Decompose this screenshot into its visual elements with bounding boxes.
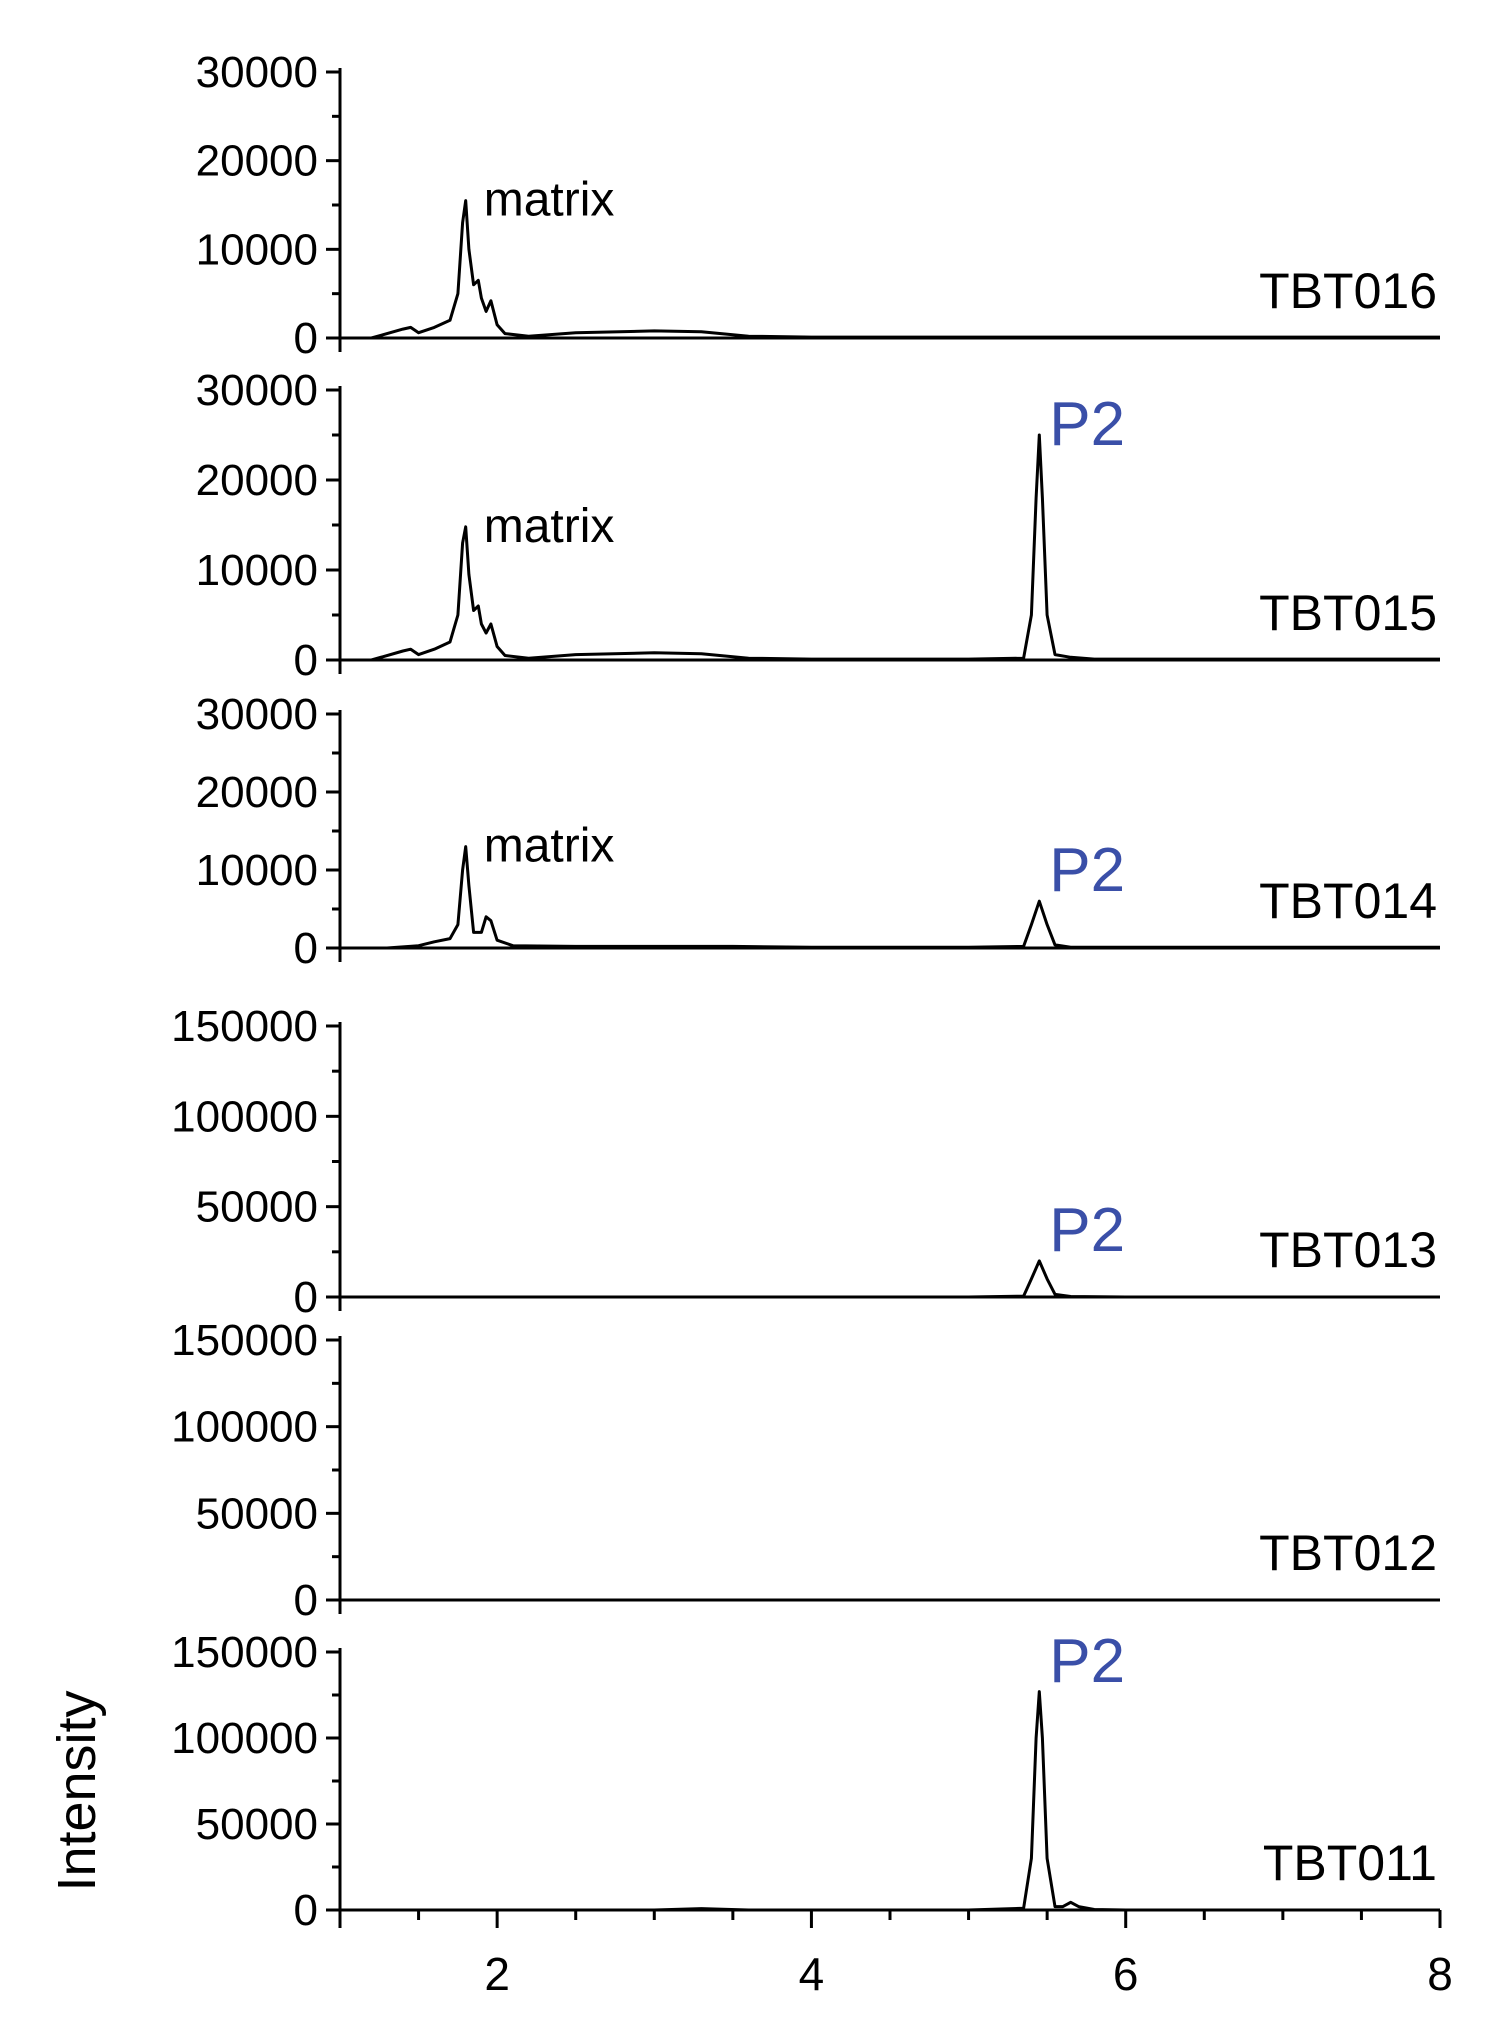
y-tick-label: 30000: [196, 48, 318, 97]
y-tick-label: 50000: [196, 1489, 318, 1538]
panel-tbt012: 0 50000 100000 150000 TBT012: [171, 1316, 1440, 1625]
y-tick-label: 150000: [171, 1002, 318, 1051]
y-tick-label: 30000: [196, 366, 318, 415]
peak-label-matrix: matrix: [484, 174, 615, 227]
peak-label-matrix: matrix: [484, 820, 615, 873]
y-tick-label: 100000: [171, 1714, 318, 1763]
y-tick-label: 20000: [196, 456, 318, 505]
y-tick-label: 0: [294, 1273, 318, 1322]
x-tick-label: 2: [484, 1948, 510, 2000]
sample-label: TBT012: [1259, 1525, 1437, 1581]
y-tick-label: 30000: [196, 690, 318, 739]
panel-tbt013: 0 50000 100000 150000 TBT013 P2: [171, 1002, 1440, 1322]
trace-tbt011: [340, 1690, 1440, 1912]
trace-tbt016: [340, 199, 1440, 340]
y-axis-title: Intensity: [47, 1690, 107, 1891]
y-tick-label: 0: [294, 924, 318, 973]
sample-label: TBT015: [1259, 585, 1437, 641]
y-tick-label: 150000: [171, 1628, 318, 1677]
peak-label-matrix: matrix: [484, 500, 615, 553]
y-tick-label: 10000: [196, 846, 318, 895]
sample-label: TBT011: [1263, 1835, 1437, 1891]
trace-tbt014: [340, 845, 1440, 950]
y-tick-label: 100000: [171, 1092, 318, 1141]
peak-label-p2: P2: [1049, 836, 1125, 905]
y-tick-label: 50000: [196, 1800, 318, 1849]
y-tick-label: 10000: [196, 225, 318, 274]
panel-tbt014: 0 10000 20000 30000 TBT014 matrix P2: [196, 690, 1440, 973]
y-tick-label: 50000: [196, 1183, 318, 1232]
y-tick-label: 10000: [196, 546, 318, 595]
y-tick-label: 0: [294, 1886, 318, 1935]
peak-label-p2: P2: [1049, 390, 1125, 459]
y-tick-label: 20000: [196, 137, 318, 186]
panel-tbt015: 0 10000 20000 30000 TBT015 matrix P2: [196, 366, 1440, 685]
x-tick-label: 6: [1113, 1948, 1139, 2000]
peak-label-p2: P2: [1049, 1627, 1125, 1696]
y-tick-label: 150000: [171, 1316, 318, 1365]
y-tick-label: 20000: [196, 768, 318, 817]
panel-tbt016: 0 10000 20000 30000 TBT016 matrix: [196, 48, 1440, 363]
x-tick-label: 4: [799, 1948, 825, 2000]
sample-label: TBT016: [1259, 263, 1437, 319]
y-tick-label: 0: [294, 636, 318, 685]
sample-label: TBT013: [1259, 1222, 1437, 1278]
trace-tbt015: [340, 433, 1440, 662]
y-tick-label: 0: [294, 314, 318, 363]
peak-label-p2: P2: [1049, 1196, 1125, 1265]
sample-label: TBT014: [1259, 873, 1437, 929]
x-axis: 2 4 6 8: [338, 1910, 1453, 2000]
y-tick-label: 0: [294, 1576, 318, 1625]
panel-tbt011: 0 50000 100000 150000 TBT011 P2 Intensity 2 4 6 8: [47, 1627, 1453, 2000]
trace-tbt013: [340, 1259, 1440, 1299]
y-tick-label: 100000: [171, 1403, 318, 1452]
x-tick-label: 8: [1427, 1948, 1453, 2000]
